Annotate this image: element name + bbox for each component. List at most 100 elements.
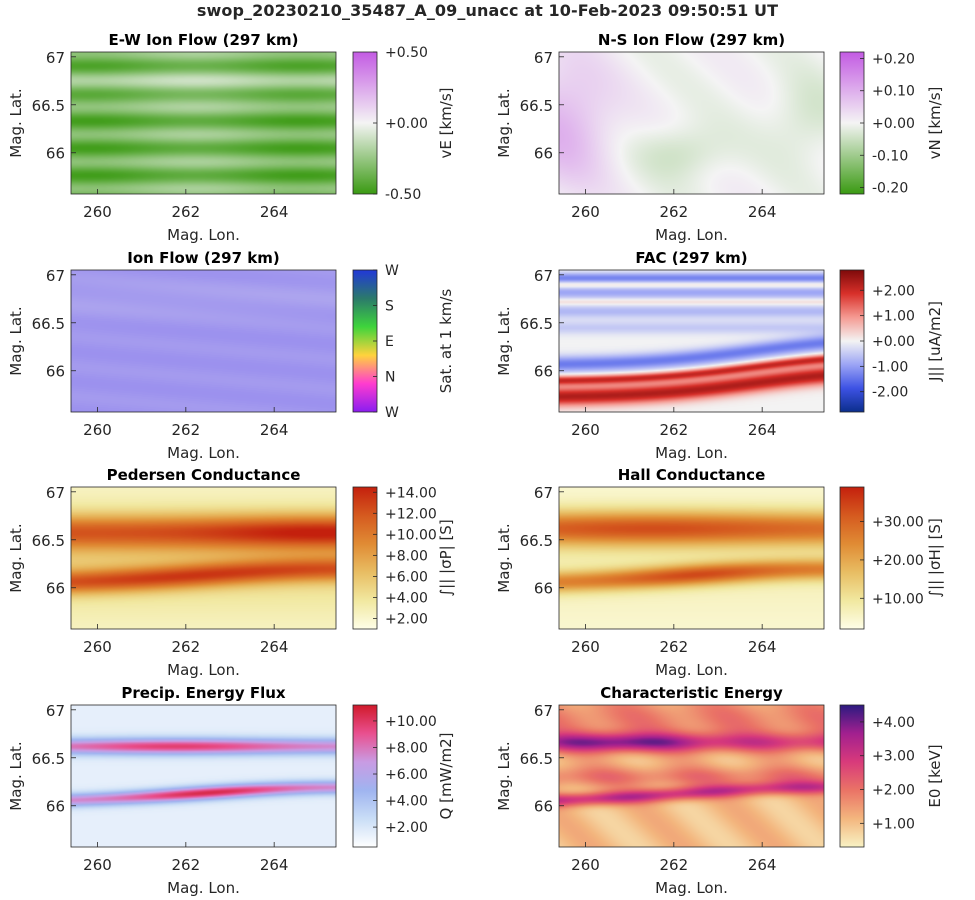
n-s-ion-flow-297-km-colorbar-tick: +0.00 bbox=[872, 116, 915, 132]
n-s-ion-flow-297-km-colorbar-tick: -0.10 bbox=[872, 148, 908, 164]
ion-flow-297-km-colorbar-tick: S bbox=[385, 299, 394, 315]
pedersen-conductance-panel: Pedersen Conductance 260 262 264 Mag. Lon. 66… bbox=[7, 466, 455, 679]
hall-conductance-xlabel: Mag. Lon. bbox=[655, 661, 728, 679]
e-w-ion-flow-297-km-colorbar-tick: -0.50 bbox=[385, 187, 421, 203]
precip-energy-flux-axes-box bbox=[70, 704, 337, 848]
characteristic-energy-colorbar: +1.00 +2.00 +3.00 +4.00 E0 [keV] bbox=[839, 704, 944, 848]
n-s-ion-flow-297-km-ytick-label: 66.5 bbox=[520, 97, 553, 115]
hall-conductance-xtick-label: 260 bbox=[571, 638, 600, 656]
ion-flow-297-km-xtick-label: 260 bbox=[83, 421, 112, 439]
precip-energy-flux-ytick-label: 66.5 bbox=[32, 750, 65, 768]
characteristic-energy-colorbar-tick: +4.00 bbox=[872, 715, 915, 731]
fac-297-km-panel: FAC (297 km) 260 262 264 Mag. Lon. 66 66.5 67 Ma… bbox=[495, 249, 944, 462]
fac-297-km-title: FAC (297 km) bbox=[635, 249, 747, 267]
e-w-ion-flow-297-km-colorbar-tick: +0.00 bbox=[385, 116, 428, 132]
hall-conductance-colorbar: +10.00 +20.00 +30.00 ∫|| |σH| [S] bbox=[839, 486, 944, 630]
characteristic-energy-xtick-label: 262 bbox=[660, 856, 689, 874]
precip-energy-flux-xtick-label: 262 bbox=[172, 856, 201, 874]
n-s-ion-flow-297-km-xtick-label: 260 bbox=[571, 203, 600, 221]
pedersen-conductance-ytick-label: 66 bbox=[46, 580, 65, 598]
precip-energy-flux-panel: Precip. Energy Flux 260 262 264 Mag. Lon. 66 6… bbox=[7, 684, 455, 897]
precip-energy-flux-colorbar-tick: +10.00 bbox=[385, 714, 437, 730]
ion-flow-297-km-colorbar-tick: W bbox=[385, 263, 399, 279]
n-s-ion-flow-297-km-colorbar: -0.20 -0.10 +0.00 +0.10 +0.20 vN [km/s] bbox=[839, 51, 944, 197]
pedersen-conductance-title: Pedersen Conductance bbox=[107, 466, 301, 484]
precip-energy-flux-heatmap bbox=[71, 705, 336, 847]
n-s-ion-flow-297-km-xtick-label: 264 bbox=[748, 203, 777, 221]
ion-flow-297-km-xtick-label: 264 bbox=[260, 421, 289, 439]
ion-flow-297-km-heatmap bbox=[71, 270, 336, 412]
characteristic-energy-colorbar-tick: +1.00 bbox=[872, 816, 915, 832]
characteristic-energy-ytick-label: 66 bbox=[534, 798, 553, 816]
fac-297-km-xtick-label: 264 bbox=[748, 421, 777, 439]
ion-flow-297-km-colorbar: W N E S W Sat. at 1 km/s bbox=[352, 263, 455, 421]
pedersen-conductance-colorbar-tick: +6.00 bbox=[385, 569, 428, 585]
fac-297-km-colorbar-tick: +1.00 bbox=[872, 309, 915, 325]
hall-conductance-heatmap bbox=[559, 487, 824, 629]
pedersen-conductance-xlabel: Mag. Lon. bbox=[167, 661, 240, 679]
n-s-ion-flow-297-km-axes-box bbox=[558, 51, 825, 195]
n-s-ion-flow-297-km-colorbar-tick: +0.20 bbox=[872, 51, 915, 67]
pedersen-conductance-ylabel: Mag. Lat. bbox=[7, 523, 25, 592]
ion-flow-297-km-colorbar-label: Sat. at 1 km/s bbox=[437, 289, 455, 394]
fac-297-km-ytick-label: 66.5 bbox=[520, 315, 553, 333]
pedersen-conductance-xtick-label: 260 bbox=[83, 638, 112, 656]
characteristic-energy-heatmap bbox=[559, 705, 824, 847]
characteristic-energy-ytick-label: 66.5 bbox=[520, 750, 553, 768]
precip-energy-flux-colorbar-label: Q [mW/m2] bbox=[437, 733, 455, 820]
precip-energy-flux-ylabel: Mag. Lat. bbox=[7, 741, 25, 810]
fac-297-km-xlabel: Mag. Lon. bbox=[655, 444, 728, 462]
pedersen-conductance-colorbar-tick: +2.00 bbox=[385, 611, 428, 627]
ion-flow-297-km-colorbar-tick: N bbox=[385, 370, 395, 386]
fac-297-km-colorbar: -2.00 -1.00 +0.00 +1.00 +2.00 J|| [uA/m2] bbox=[839, 269, 944, 413]
figure-title: swop_20230210_35487_A_09_unacc at 10-Feb… bbox=[196, 1, 779, 20]
precip-energy-flux-colorbar: +2.00 +4.00 +6.00 +8.00 +10.00Q [mW/m2] bbox=[352, 704, 455, 848]
characteristic-energy-xlabel: Mag. Lon. bbox=[655, 879, 728, 897]
hall-conductance-ylabel: Mag. Lat. bbox=[495, 523, 513, 592]
pedersen-conductance-xtick-label: 262 bbox=[172, 638, 201, 656]
pedersen-conductance-colorbar-label: ∫|| |σP| [S] bbox=[437, 519, 455, 596]
pedersen-conductance-ytick-label: 66.5 bbox=[32, 532, 65, 550]
hall-conductance-ytick-label: 67 bbox=[534, 484, 553, 502]
pedersen-conductance-colorbar-tick: +10.00 bbox=[385, 527, 437, 543]
hall-conductance-xtick-label: 262 bbox=[660, 638, 689, 656]
n-s-ion-flow-297-km-ylabel: Mag. Lat. bbox=[495, 88, 513, 157]
n-s-ion-flow-297-km-xlabel: Mag. Lon. bbox=[655, 226, 728, 244]
precip-energy-flux-xtick-label: 264 bbox=[260, 856, 289, 874]
characteristic-energy-xtick-label: 264 bbox=[748, 856, 777, 874]
characteristic-energy-xtick-label: 260 bbox=[571, 856, 600, 874]
fac-297-km-colorbar-tick: +0.00 bbox=[872, 334, 915, 350]
fac-297-km-colorbar-tick: +2.00 bbox=[872, 283, 915, 299]
fac-297-km-ytick-label: 67 bbox=[534, 267, 553, 285]
pedersen-conductance-colorbar-tick: +12.00 bbox=[385, 506, 437, 522]
hall-conductance-colorbar-label: ∫|| |σH| [S] bbox=[926, 518, 944, 598]
pedersen-conductance-colorbar-tick: +8.00 bbox=[385, 548, 428, 564]
n-s-ion-flow-297-km-colorbar-tick: -0.20 bbox=[872, 181, 908, 197]
characteristic-energy-colorbar-label: E0 [keV] bbox=[926, 744, 944, 807]
characteristic-energy-colorbar-tick: +3.00 bbox=[872, 749, 915, 765]
precip-energy-flux-colorbar-tick: +8.00 bbox=[385, 740, 428, 756]
n-s-ion-flow-297-km-panel: N-S Ion Flow (297 km) 260 262 264 Mag. Lon. 6… bbox=[495, 31, 944, 244]
e-w-ion-flow-297-km-panel: E-W Ion Flow (297 km) 260 262 264 Mag. Lon. 6… bbox=[7, 31, 455, 244]
e-w-ion-flow-297-km-heatmap bbox=[71, 52, 336, 194]
pedersen-conductance-heatmap bbox=[71, 487, 336, 629]
ion-flow-297-km-ytick-label: 66.5 bbox=[32, 315, 65, 333]
fac-297-km-colorbar-tick: -2.00 bbox=[872, 385, 908, 401]
precip-energy-flux-colorbar-tick: +2.00 bbox=[385, 820, 428, 836]
precip-energy-flux-colorbar-tick: +4.00 bbox=[385, 794, 428, 810]
precip-energy-flux-colorbar-tick: +6.00 bbox=[385, 767, 428, 783]
fac-297-km-xtick-label: 262 bbox=[660, 421, 689, 439]
e-w-ion-flow-297-km-ylabel: Mag. Lat. bbox=[7, 88, 25, 157]
characteristic-energy-ytick-label: 67 bbox=[534, 702, 553, 720]
n-s-ion-flow-297-km-xtick-label: 262 bbox=[660, 203, 689, 221]
fac-297-km-colorbar-label: J|| [uA/m2] bbox=[926, 301, 944, 382]
e-w-ion-flow-297-km-ytick-label: 66 bbox=[46, 145, 65, 163]
n-s-ion-flow-297-km-colorbar-label: vN [km/s] bbox=[926, 87, 944, 160]
pedersen-conductance-colorbar-tick: +14.00 bbox=[385, 485, 437, 501]
hall-conductance-axes-box bbox=[558, 486, 825, 630]
e-w-ion-flow-297-km-colorbar: -0.50 +0.00 +0.50 vE [km/s] bbox=[352, 45, 455, 203]
precip-energy-flux-xlabel: Mag. Lon. bbox=[167, 879, 240, 897]
ion-flow-297-km-axes-box bbox=[70, 269, 337, 413]
e-w-ion-flow-297-km-xtick-label: 260 bbox=[83, 203, 112, 221]
e-w-ion-flow-297-km-axes-box bbox=[70, 51, 337, 195]
